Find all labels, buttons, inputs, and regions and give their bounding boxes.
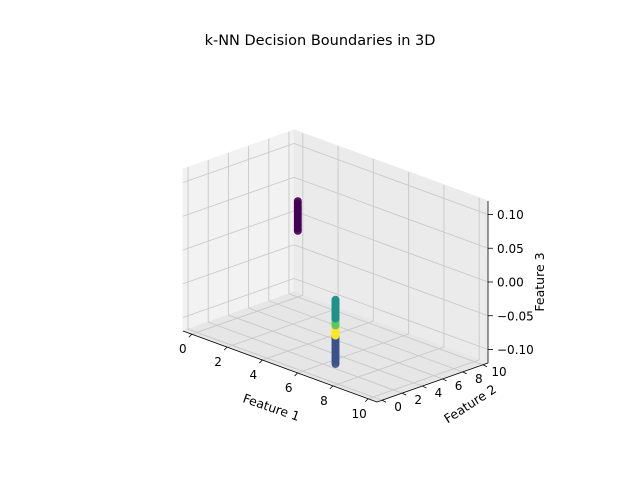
gridline-z [293, 143, 489, 215]
x-tick [259, 359, 263, 364]
y-tick [442, 378, 447, 382]
axis-lines [182, 201, 493, 403]
z-tick-label: 0.10 [497, 208, 524, 222]
z-tick-label: −0.05 [497, 309, 534, 323]
data-point [331, 295, 340, 304]
x-tick [329, 385, 334, 390]
grid-lines [182, 131, 489, 401]
gridline-z [182, 244, 295, 285]
chart-title: k-NN Decision Boundaries in 3D [204, 33, 436, 49]
gridline-x [262, 320, 374, 361]
y-tick-label: 4 [435, 386, 443, 400]
x-tick-label: 8 [320, 394, 328, 408]
gridline-z [293, 176, 489, 249]
x-tick [364, 398, 369, 403]
gridline-y [228, 314, 423, 387]
data-points [293, 197, 340, 368]
y-axis-title: Feature 2 [441, 381, 499, 426]
gridline-z [182, 210, 295, 251]
x-tick [294, 372, 298, 377]
z-tick-label: −0.10 [497, 343, 534, 357]
gridline-y [187, 328, 383, 401]
gridline-z [182, 143, 295, 183]
data-point [293, 197, 302, 206]
gridline-x [368, 359, 480, 400]
gridline-y [208, 321, 403, 394]
y-tick [422, 385, 427, 389]
y-tick-label: 0 [394, 400, 402, 414]
gridline-z [293, 244, 489, 317]
z-tick-label: 0.00 [497, 276, 524, 290]
x-tick-label: 10 [352, 407, 367, 421]
x-tick-label: 0 [179, 342, 187, 356]
y-tick-label: 10 [491, 365, 506, 379]
y-tick-label: 6 [455, 379, 463, 393]
x-tick-label: 2 [214, 355, 222, 369]
gridline-y [248, 307, 443, 380]
y-tick [402, 392, 407, 396]
x-tick-label: 4 [250, 368, 258, 382]
z-axis-title: Feature 3 [532, 252, 547, 311]
y-tick [462, 371, 467, 375]
gridline-z [182, 176, 295, 217]
gridline-x [332, 346, 445, 387]
gridline-y [288, 293, 484, 366]
gridline-z [293, 278, 489, 350]
x-tick-label: 6 [285, 381, 293, 395]
gridline-y [268, 300, 463, 373]
x-tick [188, 333, 193, 338]
y-tick [482, 364, 488, 368]
y-axis-line [376, 362, 489, 403]
gridline-z [182, 278, 295, 318]
x-axis-title: Feature 1 [241, 391, 302, 424]
z-tick-label: 0.05 [497, 242, 524, 256]
y-tick-label: 2 [414, 393, 422, 407]
gridline-x [297, 333, 409, 374]
x-tick [223, 346, 228, 351]
y-tick-label: 8 [475, 372, 483, 386]
x-axis-line [182, 330, 378, 403]
gridline-z [293, 210, 489, 283]
gridline-x [191, 294, 303, 335]
gridline-x [226, 307, 339, 348]
y-tick [381, 399, 387, 403]
